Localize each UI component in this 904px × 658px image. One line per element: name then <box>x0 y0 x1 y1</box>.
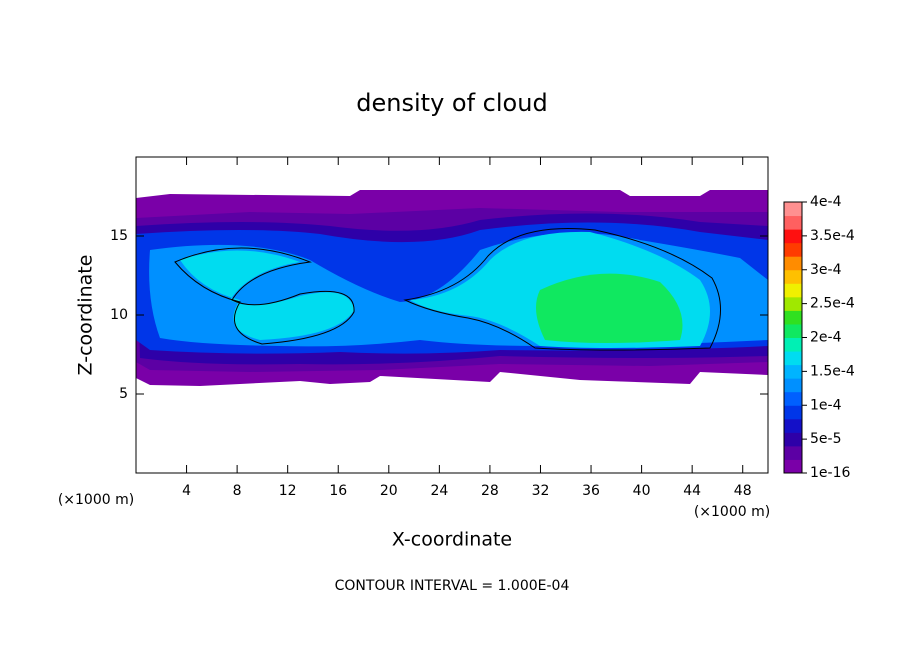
y-tick-label: 10 <box>110 307 128 323</box>
colorbar-band <box>784 391 802 406</box>
colorbar-band <box>784 459 802 474</box>
colorbar-band <box>784 405 802 420</box>
colorbar-band <box>784 296 802 311</box>
colorbar-band <box>784 242 802 257</box>
x-axis-label: X-coordinate <box>392 529 512 551</box>
colorbar-band <box>784 378 802 393</box>
colorbar-band <box>784 351 802 366</box>
colorbar-band <box>784 445 802 460</box>
x-tick-label: 40 <box>633 483 651 499</box>
colorbar-band <box>784 323 802 338</box>
x-tick-label: 48 <box>734 483 752 499</box>
x-tick-label: 12 <box>279 483 297 499</box>
colorbar-band <box>784 432 802 447</box>
y-unit-label: (×1000 m) <box>58 492 134 508</box>
x-tick-label: 8 <box>233 483 242 499</box>
x-tick-label: 4 <box>182 483 191 499</box>
colorbar-band <box>784 283 802 298</box>
x-tick-label: 44 <box>683 483 701 499</box>
colorbar-tick-label: 1.5e-4 <box>810 363 855 379</box>
x-unit-label: (×1000 m) <box>694 504 770 520</box>
x-tick-label: 24 <box>430 483 448 499</box>
y-tick-label: 5 <box>119 386 128 402</box>
colorbar-band <box>784 215 802 230</box>
colorbar-band <box>784 256 802 271</box>
contour-field <box>136 190 768 386</box>
colorbar-band <box>784 310 802 325</box>
x-tick-label: 20 <box>380 483 398 499</box>
colorbar-band <box>784 418 802 433</box>
colorbar-band <box>784 337 802 352</box>
x-tick-label: 28 <box>481 483 499 499</box>
contour-fill <box>180 250 354 340</box>
y-axis-label: Z-coordinate <box>75 255 97 376</box>
colorbar-band <box>784 202 802 217</box>
colorbar-tick-label: 3e-4 <box>810 262 842 278</box>
colorbar-tick-label: 1e-16 <box>810 465 850 481</box>
contour-fill <box>536 273 683 343</box>
y-tick-label: 15 <box>110 228 128 244</box>
colorbar-tick-label: 3.5e-4 <box>810 228 855 244</box>
colorbar-band <box>784 364 802 379</box>
colorbar-tick-label: 2.5e-4 <box>810 296 855 312</box>
colorbar-tick-label: 2e-4 <box>810 330 842 346</box>
chart-title: density of cloud <box>356 89 547 117</box>
x-tick-label: 36 <box>582 483 600 499</box>
colorbar-tick-label: 4e-4 <box>810 194 842 210</box>
contour-line <box>174 247 355 345</box>
x-tick-label: 32 <box>532 483 550 499</box>
colorbar-band <box>784 229 802 244</box>
contour-line <box>403 227 721 351</box>
colorbar-band <box>784 269 802 284</box>
x-tick-label: 16 <box>329 483 347 499</box>
annotation: CONTOUR INTERVAL = 1.000E-04 <box>335 578 570 594</box>
colorbar-tick-label: 1e-4 <box>810 397 842 413</box>
colorbar-tick-label: 5e-5 <box>810 431 841 447</box>
